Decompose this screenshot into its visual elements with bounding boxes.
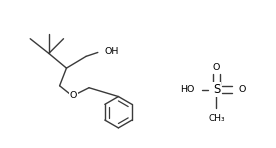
Text: CH₃: CH₃ — [208, 114, 225, 123]
Text: HO: HO — [181, 85, 195, 94]
Text: O: O — [70, 91, 77, 100]
Text: O: O — [213, 63, 220, 72]
Text: O: O — [239, 85, 246, 94]
Text: OH: OH — [105, 47, 119, 56]
Text: S: S — [213, 83, 220, 96]
